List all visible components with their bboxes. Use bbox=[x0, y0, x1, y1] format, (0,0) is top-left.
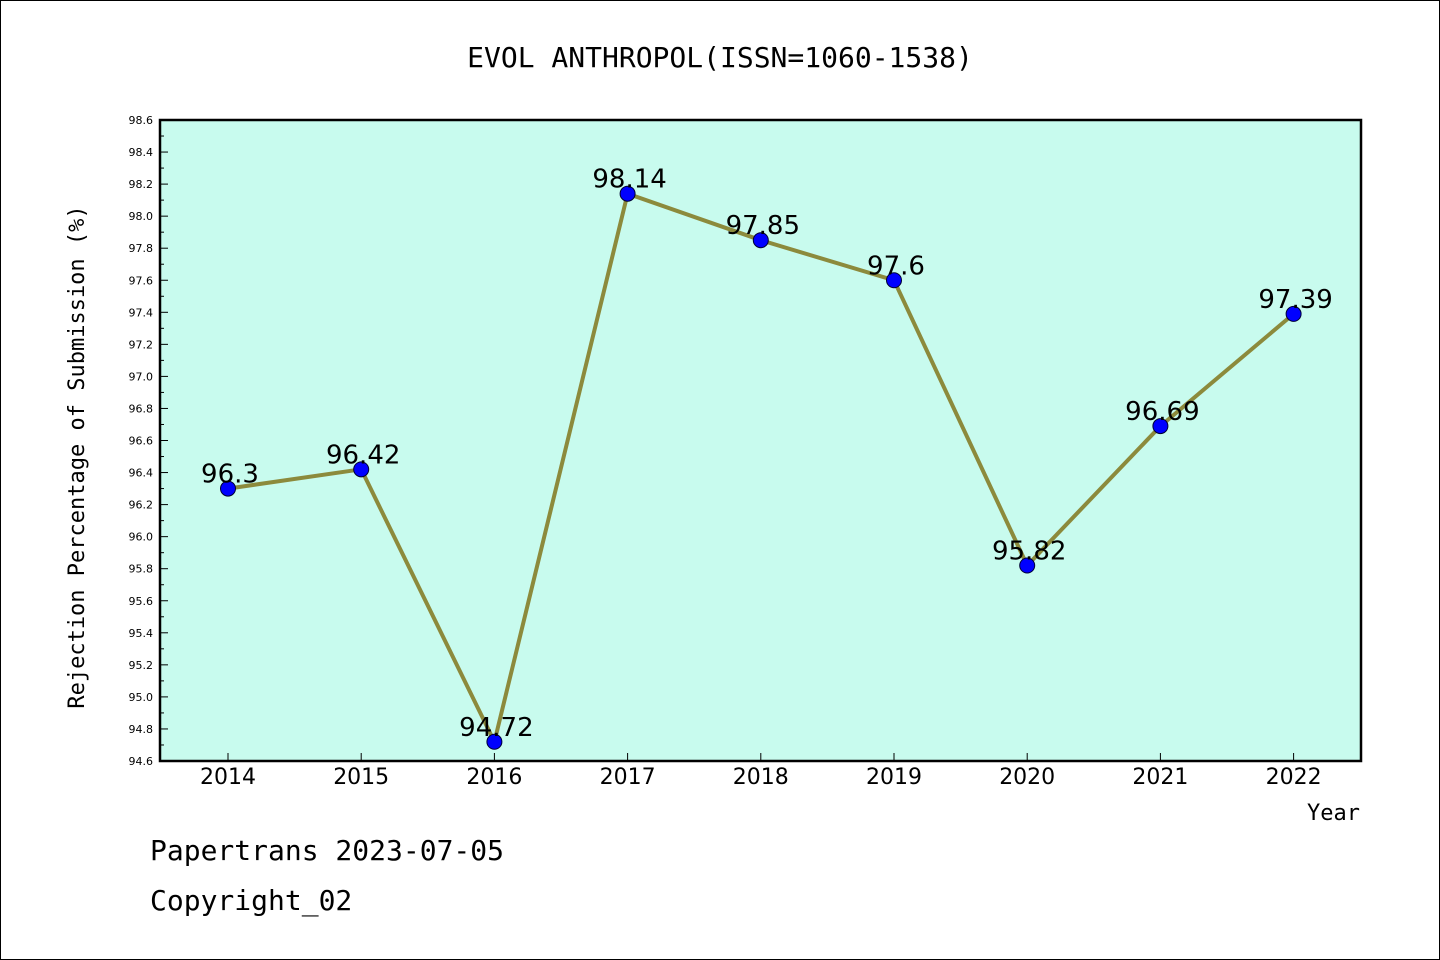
y-tick-label: 97.6 bbox=[129, 274, 154, 287]
y-tick-label: 96.6 bbox=[129, 435, 154, 448]
y-tick-label: 98.0 bbox=[129, 210, 154, 223]
x-tick-label: 2016 bbox=[466, 765, 522, 790]
y-tick-label: 97.4 bbox=[129, 306, 154, 319]
y-tick-label: 96.8 bbox=[129, 402, 154, 415]
data-label: 95.82 bbox=[992, 536, 1066, 566]
data-point bbox=[752, 232, 769, 249]
y-tick-label: 95.0 bbox=[129, 691, 154, 704]
chart-title: EVOL ANTHROPOL(ISSN=1060-1538) bbox=[467, 41, 973, 74]
x-tick-label: 2017 bbox=[600, 765, 656, 790]
y-tick-label: 95.6 bbox=[129, 595, 154, 608]
data-point bbox=[619, 185, 636, 202]
data-label: 98.14 bbox=[592, 165, 666, 195]
x-tick-label: 2020 bbox=[999, 765, 1055, 790]
data-label: 94.72 bbox=[459, 713, 533, 743]
x-tick-label: 2015 bbox=[333, 765, 389, 790]
x-tick-label: 2022 bbox=[1266, 765, 1322, 790]
y-tick-label: 96.0 bbox=[129, 531, 154, 544]
data-label: 96.3 bbox=[201, 460, 259, 490]
y-tick-label: 97.2 bbox=[129, 338, 154, 351]
data-point bbox=[1152, 418, 1169, 435]
plot-area bbox=[158, 118, 1363, 763]
y-tick-label: 98.6 bbox=[129, 114, 154, 127]
data-point bbox=[353, 461, 370, 478]
data-label: 97.85 bbox=[726, 211, 800, 241]
y-tick-label: 94.8 bbox=[129, 723, 154, 736]
data-point bbox=[1285, 305, 1302, 322]
y-tick-label: 98.4 bbox=[129, 146, 154, 159]
y-tick-label: 94.6 bbox=[129, 755, 154, 768]
y-tick-label: 96.4 bbox=[129, 467, 154, 480]
data-label: 97.6 bbox=[867, 251, 925, 281]
data-label: 96.69 bbox=[1125, 397, 1199, 427]
data-labels: 96.3 96.42 94.72 98.14 97.85 97.6 95.82 96.69 97… bbox=[201, 165, 1333, 743]
y-tick-label: 97.0 bbox=[129, 370, 154, 383]
x-tick-label: 2019 bbox=[866, 765, 922, 790]
data-point bbox=[886, 272, 902, 289]
y-axis-label: Rejection Percentage of Submission (%) bbox=[65, 205, 90, 708]
data-point bbox=[486, 733, 503, 750]
x-tick-label: 2021 bbox=[1132, 765, 1188, 790]
series-rejection-percentage bbox=[220, 185, 1302, 750]
data-point bbox=[1019, 557, 1036, 574]
x-axis-label: Year bbox=[1307, 801, 1360, 826]
y-tick-label: 95.2 bbox=[129, 659, 154, 672]
y-tick-label: 97.8 bbox=[129, 242, 154, 255]
y-axis-ticks: 94.6 94.8 95.0 95.2 95.4 95.6 95.8 96.0 96.2 96.4… bbox=[129, 114, 168, 768]
y-tick-label: 95.4 bbox=[129, 627, 154, 640]
x-axis-ticks: 2014 2015 2016 2017 2018 2019 2020 2021 2022 bbox=[200, 753, 1322, 790]
y-tick-label: 96.2 bbox=[129, 499, 154, 512]
footer-copyright: Copyright_02 bbox=[150, 884, 353, 917]
data-label: 97.39 bbox=[1258, 285, 1332, 315]
y-tick-label: 98.2 bbox=[129, 178, 154, 191]
data-point bbox=[220, 480, 236, 497]
x-tick-label: 2018 bbox=[733, 765, 789, 790]
data-label: 96.42 bbox=[326, 440, 400, 470]
footer-source-date: Papertrans 2023-07-05 bbox=[150, 834, 505, 867]
y-tick-label: 95.8 bbox=[129, 563, 154, 576]
x-tick-label: 2014 bbox=[200, 765, 256, 790]
